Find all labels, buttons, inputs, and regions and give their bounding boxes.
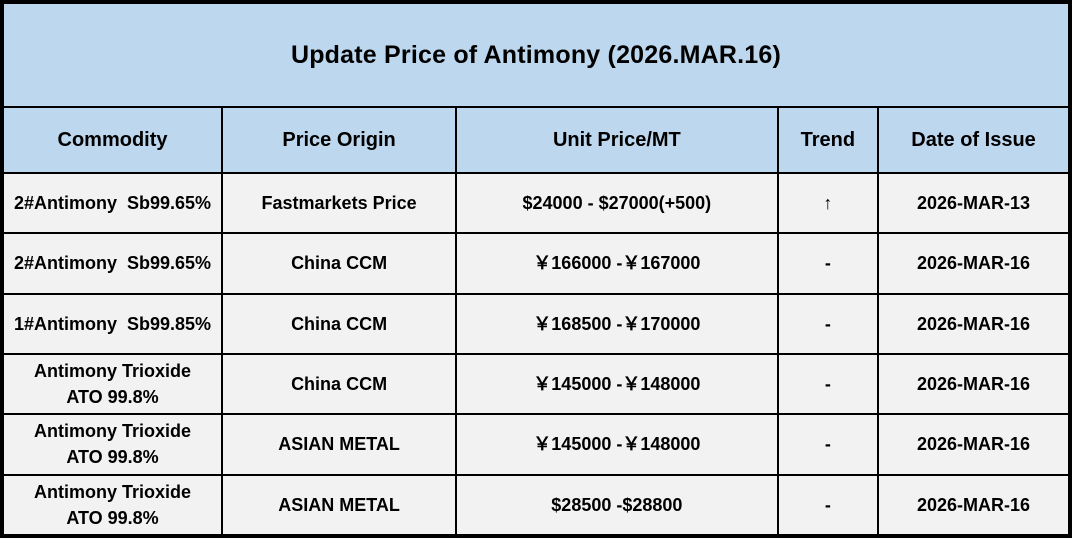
trend-cell: - — [776, 473, 880, 538]
table-row: 2#Antimony Sb99.65% China CCM ￥166000 -￥16… — [0, 232, 1071, 295]
trend-cell: - — [776, 413, 880, 476]
table-row: Antimony Trioxide ATO 99.8% ASIAN METAL $2… — [0, 473, 1071, 538]
price-origin-cell: China CCM — [221, 232, 458, 295]
price-origin-cell: ASIAN METAL — [221, 473, 458, 538]
unit-price-cell: ￥145000 -￥148000 — [455, 352, 779, 416]
price-origin-cell: ASIAN METAL — [221, 413, 458, 476]
commodity-cell: 2#Antimony Sb99.65% — [0, 171, 224, 235]
table-row: 2#Antimony Sb99.65% Fastmarkets Price $240… — [0, 171, 1071, 235]
title-row: Update Price of Antimony (2026.MAR.16) — [1, 1, 1071, 108]
trend-cell: - — [776, 232, 880, 295]
commodity-cell: Antimony Trioxide ATO 99.8% — [0, 413, 224, 476]
date-of-issue-cell: 2026-MAR-16 — [877, 352, 1071, 416]
trend-cell: - — [776, 352, 880, 416]
unit-price-cell: $28500 -$28800 — [455, 473, 779, 538]
trend-cell: - — [776, 292, 880, 355]
price-origin-cell: Fastmarkets Price — [221, 171, 458, 235]
table-row: Antimony Trioxide ATO 99.8% ASIAN METAL ￥1… — [0, 413, 1071, 476]
column-header-trend: Trend — [776, 106, 880, 174]
column-header-unit-price: Unit Price/MT — [455, 106, 779, 174]
date-of-issue-cell: 2026-MAR-16 — [877, 473, 1071, 538]
trend-cell: ↑ — [776, 171, 880, 235]
table-body: 2#Antimony Sb99.65% Fastmarkets Price $240… — [0, 171, 1071, 538]
unit-price-cell: ￥166000 -￥167000 — [455, 232, 779, 295]
commodity-cell: 1#Antimony Sb99.85% — [0, 292, 224, 355]
table-row: 1#Antimony Sb99.85% China CCM ￥168500 -￥17… — [0, 292, 1071, 355]
commodity-cell: Antimony Trioxide ATO 99.8% — [0, 352, 224, 416]
date-of-issue-cell: 2026-MAR-16 — [877, 292, 1071, 355]
unit-price-cell: ￥145000 -￥148000 — [455, 413, 779, 476]
column-header-price-origin: Price Origin — [221, 106, 458, 174]
table-row: Antimony Trioxide ATO 99.8% China CCM ￥145… — [0, 352, 1071, 416]
date-of-issue-cell: 2026-MAR-16 — [877, 413, 1071, 476]
column-header-commodity: Commodity — [0, 106, 224, 174]
header-row: Commodity Price Origin Unit Price/MT Tre… — [0, 106, 1071, 174]
column-header-date-of-issue: Date of Issue — [877, 106, 1071, 174]
page-title: Update Price of Antimony (2026.MAR.16) — [1, 1, 1071, 108]
unit-price-cell: ￥168500 -￥170000 — [455, 292, 779, 355]
price-origin-cell: China CCM — [221, 352, 458, 416]
price-origin-cell: China CCM — [221, 292, 458, 355]
unit-price-cell: $24000 - $27000(+500) — [455, 171, 779, 235]
date-of-issue-cell: 2026-MAR-16 — [877, 232, 1071, 295]
commodity-cell: 2#Antimony Sb99.65% — [0, 232, 224, 295]
commodity-cell: Antimony Trioxide ATO 99.8% — [0, 473, 224, 538]
date-of-issue-cell: 2026-MAR-13 — [877, 171, 1071, 235]
